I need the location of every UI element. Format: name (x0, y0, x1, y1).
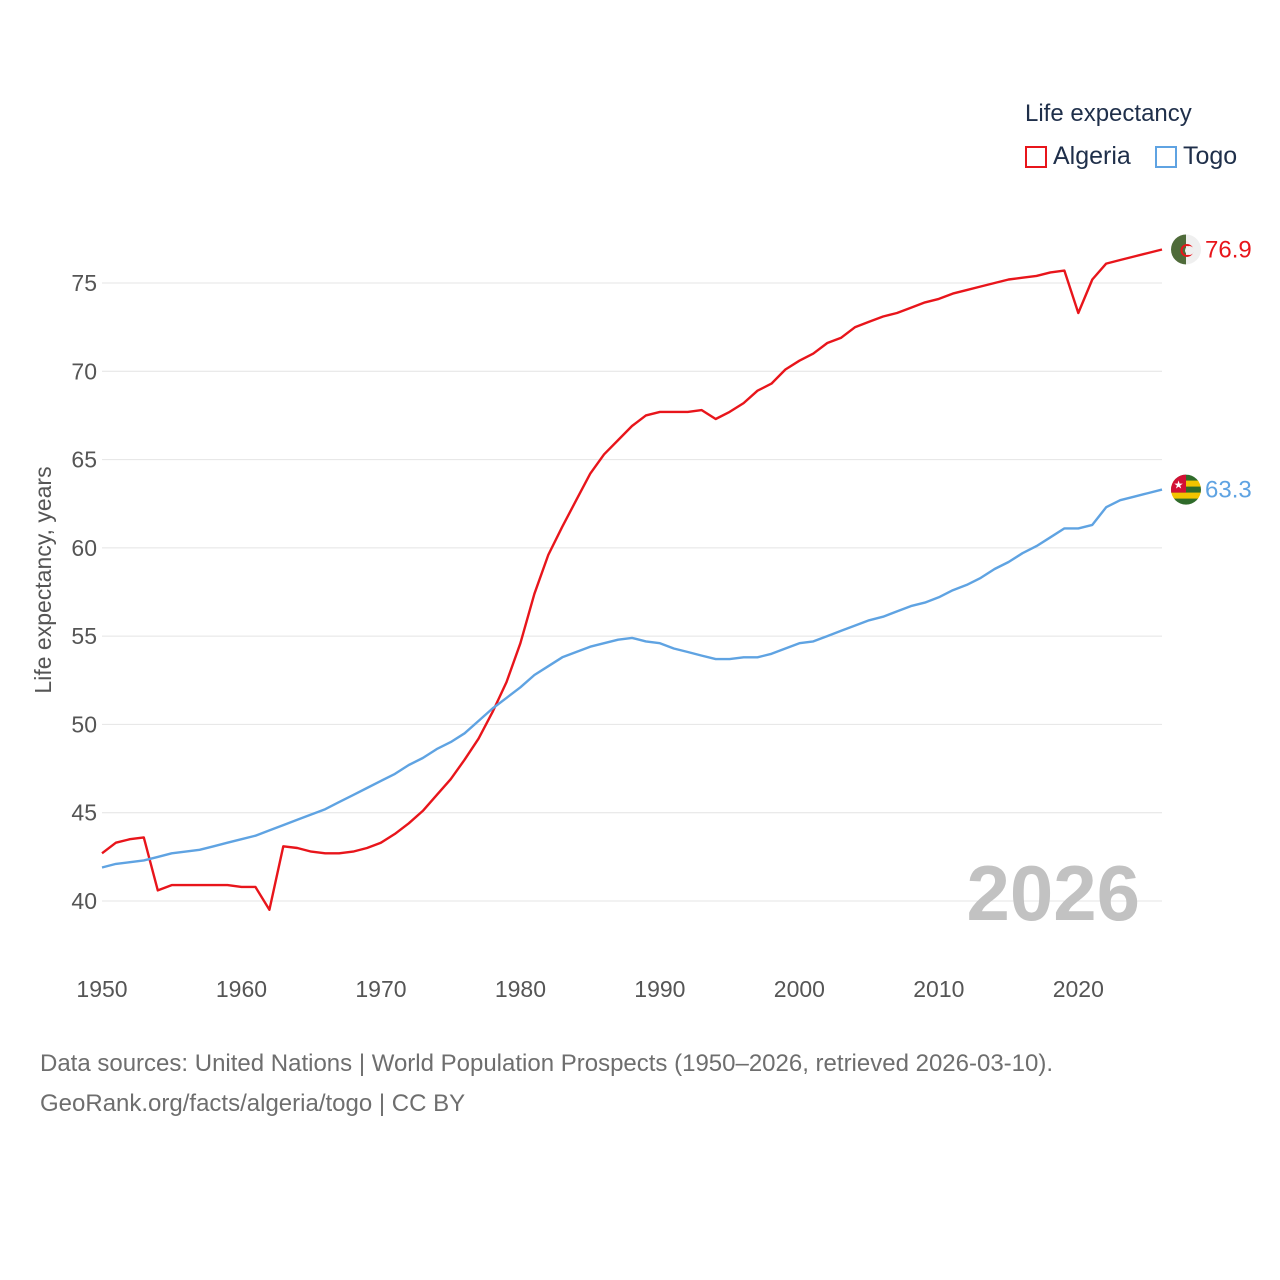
gridlines (102, 282, 1162, 902)
y-tick-label: 55 (71, 623, 97, 649)
x-tick-label: 1960 (216, 976, 267, 1002)
y-axis-title: Life expectancy, years (30, 466, 56, 693)
y-tick-label: 75 (71, 270, 97, 296)
year-watermark: 2026 (966, 849, 1140, 937)
y-axis-ticks: 40 45 50 55 60 65 70 75 (71, 270, 97, 914)
x-tick-label: 2000 (774, 976, 825, 1002)
source-line-2[interactable]: GeoRank.org/facts/algeria/togo | CC BY (40, 1090, 466, 1117)
x-tick-label: 2010 (913, 976, 964, 1002)
x-axis-ticks: 1950 1960 1970 1980 1990 2000 2010 2020 (76, 976, 1103, 1002)
togo-flag-icon: ★ (1171, 474, 1201, 505)
y-tick-label: 45 (71, 800, 97, 826)
x-tick-label: 1950 (76, 976, 127, 1002)
y-tick-label: 65 (71, 447, 97, 473)
legend-title: Life expectancy (1025, 100, 1192, 127)
x-tick-label: 1980 (495, 976, 546, 1002)
legend-item-togo[interactable]: Togo (1155, 142, 1237, 171)
end-value-label-algeria: 76.9 (1205, 236, 1252, 263)
series-end-markers: 76.9 ★ 63.3 (1171, 234, 1252, 505)
series-lines (101, 248, 1163, 911)
end-value-label-togo: 63.3 (1205, 477, 1252, 504)
x-tick-label: 2020 (1053, 976, 1104, 1002)
y-tick-label: 60 (71, 535, 97, 561)
series-line-togo[interactable] (101, 488, 1163, 869)
y-tick-label: 50 (71, 711, 97, 737)
source-note: Data sources: United Nations | World Pop… (40, 1044, 1053, 1124)
series-line-algeria[interactable] (101, 248, 1163, 911)
y-tick-label: 40 (71, 888, 97, 914)
legend-label-togo: Togo (1183, 142, 1238, 170)
algeria-flag-icon (1171, 234, 1201, 265)
legend-swatch-togo (1155, 145, 1177, 168)
y-tick-label: 70 (71, 358, 97, 384)
legend-swatch-algeria (1025, 145, 1047, 168)
x-tick-label: 1990 (634, 976, 685, 1002)
legend-label-algeria: Algeria (1053, 142, 1131, 170)
svg-text:★: ★ (1174, 480, 1184, 492)
x-tick-label: 1970 (355, 976, 406, 1002)
legend-item-algeria[interactable]: Algeria (1025, 142, 1131, 171)
source-line-1: Data sources: United Nations | World Pop… (40, 1050, 1054, 1077)
